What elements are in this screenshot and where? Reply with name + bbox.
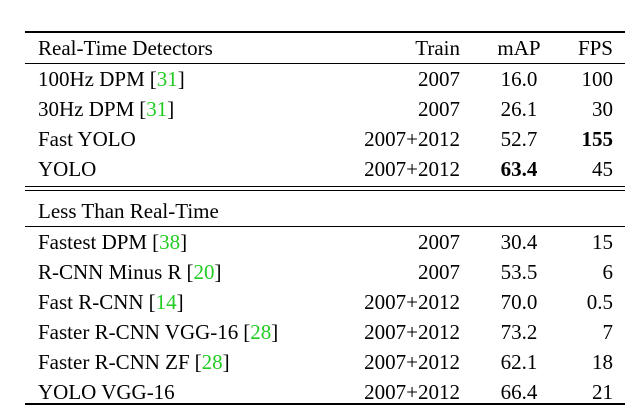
method-name: 30Hz DPM [38,97,135,121]
citation-part: ] [214,260,222,284]
method-name: Faster R-CNN VGG-16 [38,320,239,344]
citation-part: ] [271,320,279,344]
cell: 18 [592,350,613,374]
cell: 6 [602,260,614,284]
method-name: Fast YOLO [38,127,136,151]
citation-part: 14 [155,290,177,314]
cell: 26.1 [500,97,538,121]
cell: 2007+2012 [364,380,460,404]
cell: 2007 [418,97,460,121]
citation-part: 38 [159,230,181,254]
citation: [38] [152,230,187,254]
cell: YOLO VGG-16 [38,380,175,404]
cell: 155 [581,127,614,151]
citation-part: [ [139,97,147,121]
method-name: R-CNN Minus R [38,260,182,284]
citation: [31] [139,97,174,121]
cell: 100Hz DPM [31] [38,67,185,91]
cell: 2007+2012 [364,127,460,151]
method-name: YOLO [38,157,97,181]
cell: 73.2 [500,320,538,344]
cell: 2007 [418,260,460,284]
citation-part: 28 [250,320,272,344]
citation-part: 28 [201,350,223,374]
citation: [14] [149,290,184,314]
cell: YOLO [38,157,96,181]
citation-part: [ [149,67,157,91]
citation-part: [ [148,290,156,314]
cell: 15 [592,230,613,254]
method-name: Faster R-CNN ZF [38,350,190,374]
citation: [20] [187,260,222,284]
citation-part: 20 [193,260,215,284]
cell: 66.4 [500,380,538,404]
citation: [31] [150,67,185,91]
cell: 2007+2012 [364,290,460,314]
cell: 7 [602,320,614,344]
method-name: Fast R-CNN [38,290,144,314]
cell: Train [415,36,460,60]
rule [25,63,625,64]
citation: [28] [243,320,278,344]
cell: Real-Time Detectors [38,36,213,60]
cell: 16.0 [500,67,538,91]
citation-part: [ [194,350,202,374]
rule [25,186,625,187]
citation-part: ] [222,350,230,374]
citation-part: ] [177,67,185,91]
cell: 2007 [418,230,460,254]
citation-part: [ [152,230,160,254]
cell: 30 [592,97,613,121]
cell: 2007+2012 [364,320,460,344]
citation: [28] [195,350,230,374]
cell: R-CNN Minus R [20] [38,260,222,284]
cell: FPS [577,36,613,60]
cell: Faster R-CNN ZF [28] [38,350,230,374]
rule [25,190,625,191]
citation-part: ] [176,290,184,314]
rule [25,403,625,405]
citation-part: 31 [156,67,178,91]
citation-part: ] [180,230,188,254]
citation-part: ] [167,97,175,121]
citation-part: [ [243,320,251,344]
cell: 100 [581,67,614,91]
cell: 0.5 [586,290,613,314]
cell: Fast YOLO [38,127,136,151]
cell: 2007+2012 [364,157,460,181]
citation-part: [ [186,260,194,284]
method-name: YOLO VGG-16 [38,380,175,404]
cell: 2007 [418,67,460,91]
cell: Faster R-CNN VGG-16 [28] [38,320,278,344]
cell: Fast R-CNN [14] [38,290,184,314]
cell: Fastest DPM [38] [38,230,187,254]
cell: 53.5 [500,260,538,284]
cell: mAP [497,36,541,60]
cell: 62.1 [500,350,538,374]
cell: 70.0 [500,290,538,314]
cell: 63.4 [500,157,538,181]
citation-part: 31 [146,97,168,121]
cell: 2007+2012 [364,350,460,374]
method-name: 100Hz DPM [38,67,145,91]
cell: 21 [592,380,613,404]
cell: 30.4 [500,230,538,254]
method-name: Fastest DPM [38,230,148,254]
rule [25,226,625,227]
cell: 45 [592,157,613,181]
cell: Less Than Real-Time [38,199,219,223]
cell: 52.7 [500,127,538,151]
cell: 30Hz DPM [31] [38,97,174,121]
rule [25,31,625,33]
